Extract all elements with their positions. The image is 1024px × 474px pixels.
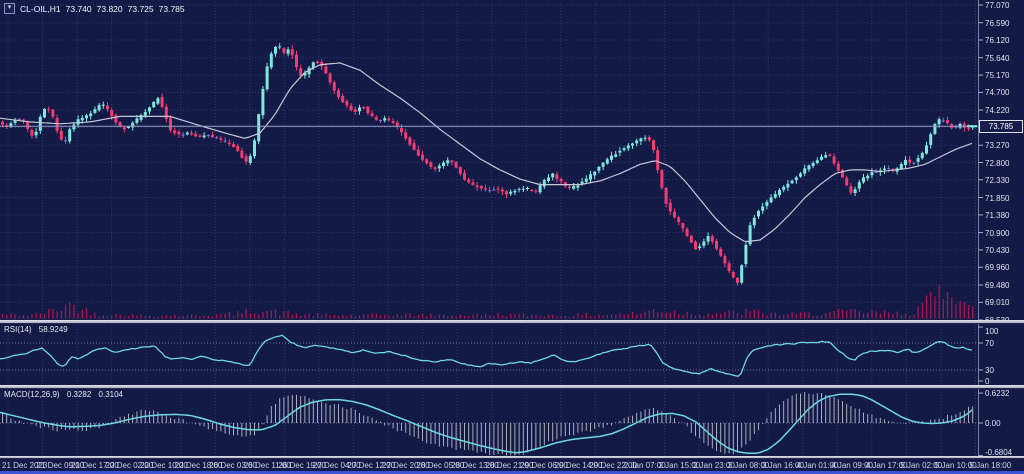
pane-splitter-macd-time[interactable] (0, 456, 1024, 459)
time-axis-label: 26 Dec 11:00 (243, 461, 291, 470)
time-axis-label: 2 Jan 07:00 (623, 461, 666, 470)
price-axis-label: 69.480 (985, 280, 1010, 290)
time-axis-label: 28 Dec 13:00 (451, 461, 499, 470)
price-axis-label: 71.380 (985, 210, 1010, 220)
time-axis-label: 26 Dec 19:00 (278, 461, 326, 470)
time-axis-label: 5 Jan 02:00 (900, 461, 943, 470)
macd-axis-label: 0.6232 (985, 389, 1010, 399)
window-bottom-border (0, 471, 1024, 474)
time-axis-label: 28 Dec 21:00 (485, 461, 534, 470)
chart-title: ▾ CL-OIL,H1 73.740 73.820 73.725 73.785 (4, 3, 185, 14)
macd-main-value: 0.3282 (66, 390, 92, 399)
time-axis-label: 5 Jan 10:00 (934, 461, 977, 470)
symbol-period-label: CL-OIL,H1 (20, 3, 61, 14)
time-axis-label: 22 Dec 02:00 (105, 461, 154, 470)
time-axis-label: 4 Jan 17:00 (865, 461, 908, 470)
time-axis-label: 29 Dec 06:00 (520, 461, 568, 470)
current-price-tag: 73.785 (979, 120, 1023, 133)
price-axis-label: 69.010 (985, 298, 1010, 308)
macd-name: MACD(12,26,9) (4, 390, 60, 399)
low-value: 73.725 (127, 3, 154, 14)
time-axis-label: 29 Dec 14:00 (554, 461, 603, 470)
rsi-value: 58.9249 (38, 325, 68, 334)
time-axis-label: 21 Dec 09:00 (36, 461, 85, 470)
time-axis-label: 21 Dec 2023 (2, 461, 48, 470)
macd-axis-label: 0.00 (985, 419, 1001, 428)
pane-splitter-main-rsi[interactable] (0, 320, 1024, 324)
time-axis-label: 4 Jan 09:00 (831, 461, 873, 470)
macd-axis-label: -0.6804 (985, 448, 1013, 457)
price-axis-label: 72.800 (985, 158, 1010, 168)
time-axis-label: 5 Jan 18:00 (969, 461, 1012, 470)
price-axis-label: 69.960 (985, 263, 1010, 273)
rsi-axis-label: 30 (985, 366, 994, 375)
time-axis-label: 4 Jan 01:00 (796, 461, 839, 470)
close-value: 73.785 (158, 3, 185, 14)
price-axis-label: 70.430 (985, 245, 1010, 255)
rsi-axis-label: 70 (985, 339, 994, 348)
pane-splitter-rsi-macd[interactable] (0, 385, 1024, 389)
time-axis-label: 26 Dec 03:00 (209, 461, 257, 470)
time-axis-label: 3 Jan 16:00 (762, 461, 804, 470)
time-axis-label: 22 Dec 18:00 (174, 461, 223, 470)
rsi-name: RSI(14) (4, 325, 32, 334)
rsi-indicator-label: RSI(14) 58.9249 (4, 325, 68, 334)
price-axis-label: 77.070 (985, 1, 1010, 10)
time-axis-label: 27 Dec 20:00 (382, 461, 430, 470)
time-axis[interactable]: 21 Dec 2023 21 Dec 09:00 21 Dec 17:00 22 De… (0, 461, 1024, 472)
price-axis-label: 71.850 (985, 193, 1010, 203)
price-axis-label: 74.220 (985, 106, 1010, 116)
macd-signal-value: 0.3104 (98, 390, 123, 399)
open-value: 73.740 (65, 3, 92, 14)
time-axis-label: 27 Dec 12:00 (347, 461, 396, 470)
rsi-axis-label: 0 (985, 377, 990, 386)
time-axis-label: 21 Dec 17:00 (71, 461, 119, 470)
price-axis-label: 76.590 (985, 18, 1010, 28)
rsi-axis-label: 100 (985, 327, 999, 336)
price-axis-label: 72.330 (985, 175, 1010, 185)
time-axis-label: 28 Dec 05:00 (416, 461, 465, 470)
price-axis-label: 70.900 (985, 228, 1010, 238)
price-axis-label: 74.700 (985, 88, 1010, 98)
price-axis-label: 75.170 (985, 71, 1010, 81)
time-axis-label: 2 Jan 23:00 (693, 461, 735, 470)
macd-indicator-label: MACD(12,26,9) 0.3282 0.3104 (4, 390, 123, 399)
time-axis-label: 22 Dec 10:00 (140, 461, 188, 470)
price-axis-label: 73.270 (985, 141, 1010, 151)
time-axis-label: 27 Dec 04:00 (312, 461, 361, 470)
price-axis-label: 76.120 (985, 36, 1010, 46)
high-value: 73.820 (96, 3, 123, 14)
price-axis-label: 75.640 (985, 53, 1010, 63)
time-axis-label: 2 Jan 15:00 (658, 461, 701, 470)
time-axis-label: 3 Jan 08:00 (727, 461, 770, 470)
collapse-arrow-icon[interactable]: ▾ (4, 3, 15, 14)
time-axis-label: 29 Dec 22:00 (589, 461, 637, 470)
